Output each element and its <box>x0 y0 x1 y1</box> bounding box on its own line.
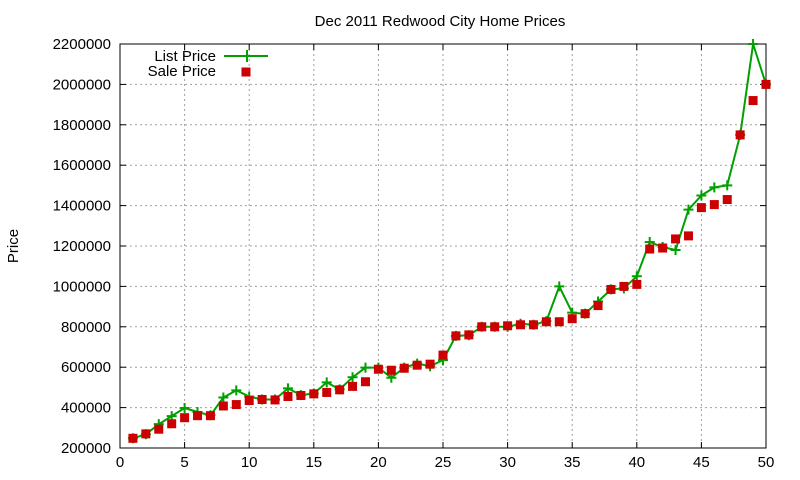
x-tick-label: 5 <box>180 454 188 471</box>
point-sale-price <box>528 320 538 330</box>
point-sale-price <box>244 396 254 406</box>
y-axis-label: Price <box>5 229 22 263</box>
point-sale-price <box>360 377 370 387</box>
point-sale-price <box>541 317 551 327</box>
series-line-list-price <box>132 43 767 440</box>
point-sale-price <box>477 322 487 332</box>
point-sale-price <box>593 301 603 311</box>
point-sale-price <box>425 359 435 369</box>
point-sale-price <box>554 317 564 327</box>
point-sale-price <box>735 130 745 140</box>
point-list-price <box>231 385 242 396</box>
point-sale-price <box>761 79 771 89</box>
x-tick-label: 10 <box>241 454 258 471</box>
point-sale-price <box>683 231 693 241</box>
point-sale-price <box>180 413 190 423</box>
point-sale-price <box>451 331 461 341</box>
chart-title: Dec 2011 Redwood City Home Prices <box>315 13 566 30</box>
series-layer <box>127 39 771 444</box>
point-list-price <box>683 204 694 215</box>
y-tick-label: 1400000 <box>53 198 111 215</box>
legend-label-sale-price: Sale Price <box>148 63 216 80</box>
point-list-price <box>360 362 371 373</box>
point-list-price <box>722 180 733 191</box>
point-sale-price <box>490 322 500 332</box>
point-sale-price <box>722 195 732 205</box>
point-sale-price <box>335 385 345 395</box>
x-tick-label: 0 <box>116 454 124 471</box>
point-sale-price <box>580 309 590 319</box>
point-sale-price <box>373 364 383 374</box>
point-list-price <box>282 383 293 394</box>
point-list-price <box>709 182 720 193</box>
point-list-price <box>554 281 565 292</box>
point-sale-price <box>696 203 706 213</box>
point-sale-price <box>658 243 668 253</box>
y-tick-label: 600000 <box>61 359 111 376</box>
x-tick-label: 20 <box>370 454 387 471</box>
point-sale-price <box>464 330 474 340</box>
x-tick-label: 45 <box>693 454 710 471</box>
point-sale-price <box>231 400 241 410</box>
point-sale-price <box>606 284 616 294</box>
legend: List Price Sale Price <box>148 48 268 80</box>
point-sale-price <box>386 365 396 375</box>
point-sale-price <box>709 200 719 210</box>
point-sale-price <box>567 314 577 324</box>
y-tick-label: 200000 <box>61 440 111 457</box>
point-sale-price <box>128 433 138 443</box>
point-sale-price <box>748 96 758 106</box>
point-sale-price <box>399 363 409 373</box>
point-sale-price <box>348 381 358 391</box>
point-sale-price <box>516 320 526 330</box>
y-tick-label: 1000000 <box>53 278 111 295</box>
y-tick-label: 1600000 <box>53 157 111 174</box>
point-sale-price <box>270 395 280 405</box>
point-sale-price <box>167 419 177 429</box>
y-tick-label: 1800000 <box>53 117 111 134</box>
x-tick-label: 50 <box>758 454 775 471</box>
point-sale-price <box>322 387 332 397</box>
point-sale-price <box>309 389 319 399</box>
point-sale-price <box>438 350 448 360</box>
point-sale-price <box>632 279 642 289</box>
point-list-price <box>179 403 190 414</box>
point-list-price <box>748 39 759 49</box>
y-tick-label: 400000 <box>61 400 111 417</box>
point-list-price <box>321 377 332 388</box>
y-tick-label: 1200000 <box>53 238 111 255</box>
point-sale-price <box>619 281 629 291</box>
point-sale-price <box>503 321 513 331</box>
legend-marker-list-price <box>241 50 253 62</box>
point-sale-price <box>193 411 203 421</box>
axis-ticks: 0 5 10 15 20 25 30 35 40 45 50 200000 400000 600000 80… <box>53 36 775 471</box>
point-list-price <box>347 372 358 383</box>
point-sale-price <box>296 390 306 400</box>
point-sale-price <box>283 391 293 401</box>
point-list-price <box>670 245 681 256</box>
point-list-price <box>218 392 229 403</box>
x-tick-label: 15 <box>305 454 322 471</box>
x-tick-label: 40 <box>628 454 645 471</box>
legend-marker-sale-price <box>241 67 251 77</box>
point-sale-price <box>412 360 422 370</box>
point-sale-price <box>218 401 228 411</box>
point-sale-price <box>257 395 267 405</box>
legend-label-list-price: List Price <box>154 48 216 65</box>
y-tick-label: 2000000 <box>53 76 111 93</box>
grid <box>120 44 766 448</box>
point-list-price <box>696 190 707 201</box>
x-tick-label: 35 <box>564 454 581 471</box>
point-sale-price <box>205 411 215 421</box>
x-tick-label: 30 <box>499 454 516 471</box>
point-list-price <box>631 271 642 282</box>
point-sale-price <box>141 429 151 439</box>
y-tick-label: 2200000 <box>53 36 111 53</box>
point-sale-price <box>645 244 655 254</box>
point-sale-price <box>154 424 164 434</box>
point-sale-price <box>671 234 681 244</box>
y-tick-label: 800000 <box>61 319 111 336</box>
x-tick-label: 25 <box>435 454 452 471</box>
